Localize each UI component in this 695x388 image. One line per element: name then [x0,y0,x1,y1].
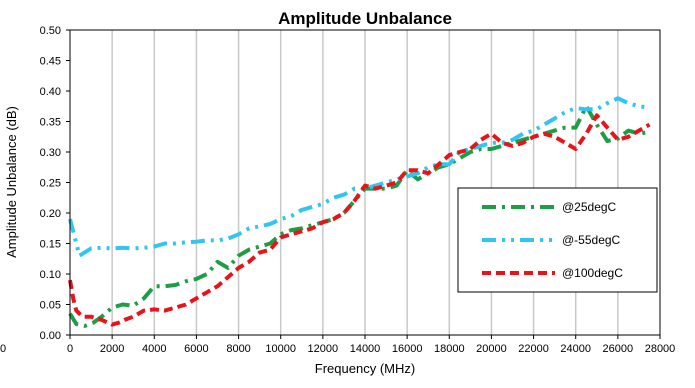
chart-title: Amplitude Unbalance [278,9,452,28]
series-layer [68,96,651,328]
x-tick-label: 20000 [476,343,507,355]
x-tick-label: 24000 [560,343,591,355]
legend-label: @-55degC [562,233,621,247]
legend-label: @100degC [562,266,623,280]
x-tick-label: 6000 [184,343,208,355]
legend: @25degC @-55degC @100degC [457,187,658,293]
y-tick-label: 0.50 [40,25,61,37]
y-tick-label: 0.05 [40,300,61,312]
x-tick-label: 4000 [142,343,166,355]
y-tick-label: 0.45 [40,56,61,68]
x-tick-label: 12000 [308,343,339,355]
legend-label: @25degC [562,200,617,214]
y-tick-label: 0.30 [40,147,61,159]
x-tick-label: 22000 [518,343,549,355]
axis-layer: 0 2000 4000 6000 8000 10000 12000 14000 16000 180… [40,25,676,355]
x-tick-label: 26000 [603,343,634,355]
legend-items: @25degC @-55degC @100degC [482,200,623,280]
x-tick-label: 2000 [100,343,124,355]
y-axis-label: Amplitude Unbalance (dB) [4,106,19,258]
x-tick-label: 28000 [645,343,676,355]
y-tick-label: 0.10 [40,269,61,281]
y-tick-label: 0.25 [40,178,61,190]
series-line [68,96,650,258]
stray-left-label: 0 [0,343,6,355]
series-line [68,104,650,328]
x-tick-label: 16000 [392,343,423,355]
y-tick-label: 0.00 [40,330,61,342]
x-tick-label: 18000 [434,343,465,355]
x-axis-label: Frequency (MHz) [315,361,415,376]
series-line [68,113,651,327]
x-tick-label: 14000 [350,343,381,355]
x-tick-label: 0 [67,343,73,355]
x-tick-label: 8000 [226,343,250,355]
y-tick-label: 0.20 [40,208,61,220]
y-tick-label: 0.15 [40,239,61,251]
y-tick-label: 0.35 [40,117,61,129]
y-tick-label: 0.40 [40,86,61,98]
x-tick-label: 10000 [265,343,296,355]
